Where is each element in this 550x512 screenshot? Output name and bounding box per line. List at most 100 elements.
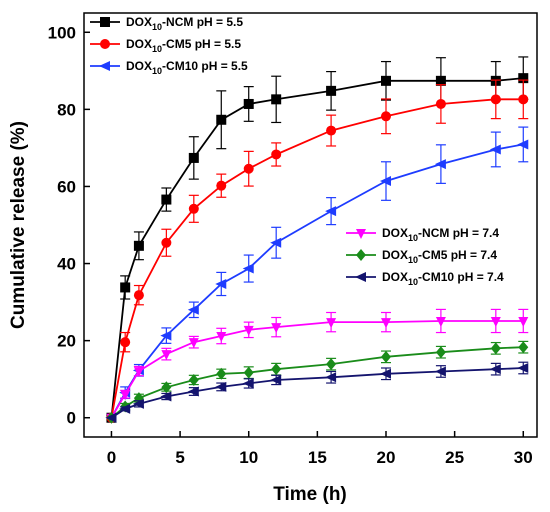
x-tick-label: 25 (445, 448, 464, 467)
data-point (435, 346, 446, 359)
data-point (216, 332, 227, 343)
x-tick-label: 5 (175, 448, 184, 467)
y-tick-label: 100 (48, 23, 76, 42)
series-4 (106, 308, 529, 424)
legend-label-suffix: -CM5 pH = 7.4 (418, 248, 497, 262)
legend-label-prefix: DOX (126, 15, 152, 29)
legend-swatch-marker (356, 249, 366, 261)
data-point (161, 237, 172, 248)
data-point (188, 338, 199, 349)
legend-label-prefix: DOX (382, 270, 408, 284)
data-point (270, 374, 282, 385)
series-line (110, 346, 524, 419)
data-point (518, 94, 529, 105)
data-point (271, 94, 282, 105)
legend-swatch-marker (355, 272, 366, 282)
data-point (517, 363, 529, 374)
data-point (270, 237, 282, 248)
x-tick-label: 30 (514, 448, 533, 467)
data-point (326, 125, 337, 136)
data-point (132, 398, 144, 409)
data-point (243, 325, 254, 336)
data-point (435, 316, 446, 327)
legend-label-suffix: -CM5 pH = 5.5 (162, 37, 241, 51)
x-axis-title: Time (h) (273, 484, 347, 505)
x-tick-label: 15 (308, 448, 327, 467)
y-tick-label: 20 (57, 332, 76, 351)
data-point (216, 114, 227, 125)
legend-swatch-marker (356, 229, 366, 239)
data-point (188, 152, 199, 163)
legend-label-prefix: DOX (382, 248, 408, 262)
data-point (243, 163, 254, 174)
legend-label: DOX10-CM10 pH = 5.5 (126, 59, 248, 76)
data-point (215, 381, 227, 392)
series-line (111, 367, 524, 419)
y-axis-title: Cumulative release (%) (8, 121, 29, 329)
plot-frame (83, 12, 538, 438)
data-point (381, 350, 391, 363)
legend-label-subscript: 10 (408, 255, 418, 265)
data-point (133, 367, 144, 378)
data-point (489, 364, 501, 375)
legend-item: DOX10-CM5 pH = 5.5 (90, 37, 241, 54)
data-point (490, 342, 501, 355)
y-axis-ticks: 0 20 40 60 80 100 (48, 23, 90, 428)
data-point (326, 358, 337, 371)
legend-swatch-marker (100, 39, 110, 49)
legend-label: DOX10-NCM pH = 7.4 (382, 226, 499, 243)
data-point (326, 85, 337, 96)
series-line (110, 320, 524, 419)
data-point (434, 159, 446, 170)
y-tick-label: 60 (57, 177, 76, 196)
data-point (380, 368, 391, 379)
data-point (271, 323, 282, 334)
legend-label: DOX10-CM5 pH = 5.5 (126, 37, 241, 54)
series-1 (106, 56, 529, 423)
series-layer (105, 56, 529, 424)
data-point (120, 390, 131, 401)
legend-item: DOX10-NCM pH = 7.4 (346, 226, 499, 243)
data-point (133, 240, 144, 251)
data-point (489, 144, 501, 155)
legend-item: DOX10-CM5 pH = 7.4 (346, 248, 497, 265)
data-point (243, 98, 254, 109)
legend-label-prefix: DOX (126, 37, 152, 51)
data-point (120, 282, 131, 293)
x-tick-label: 10 (239, 448, 258, 467)
data-point (243, 366, 254, 379)
data-point (133, 290, 144, 301)
data-point (518, 341, 529, 354)
legend-label-subscript: 10 (408, 233, 418, 243)
series-2 (106, 79, 529, 423)
legend-label: DOX10-CM10 pH = 7.4 (382, 270, 504, 287)
legend-label-prefix: DOX (126, 59, 152, 73)
legend-label-prefix: DOX (382, 226, 408, 240)
data-point (160, 330, 172, 341)
data-point (380, 176, 391, 187)
data-point (120, 337, 131, 348)
data-point (271, 149, 282, 160)
data-point (435, 75, 446, 86)
legend-item: DOX10-NCM pH = 5.5 (90, 15, 243, 32)
x-tick-label: 20 (377, 448, 396, 467)
data-point (216, 367, 227, 380)
legend-swatch-marker (99, 61, 110, 71)
data-point (161, 381, 172, 394)
data-point (161, 194, 172, 205)
legend-label: DOX10-CM5 pH = 7.4 (382, 248, 497, 265)
legend-label-suffix: -NCM pH = 5.5 (162, 15, 243, 29)
data-point (381, 75, 391, 86)
data-point (187, 386, 199, 397)
legend-label-subscript: 10 (152, 44, 162, 54)
data-point (105, 412, 117, 423)
data-point (434, 366, 446, 377)
legend-label-suffix: -NCM pH = 7.4 (418, 226, 499, 240)
data-point (381, 318, 391, 329)
data-point (518, 316, 529, 327)
data-point (161, 350, 172, 361)
data-point (325, 372, 337, 383)
